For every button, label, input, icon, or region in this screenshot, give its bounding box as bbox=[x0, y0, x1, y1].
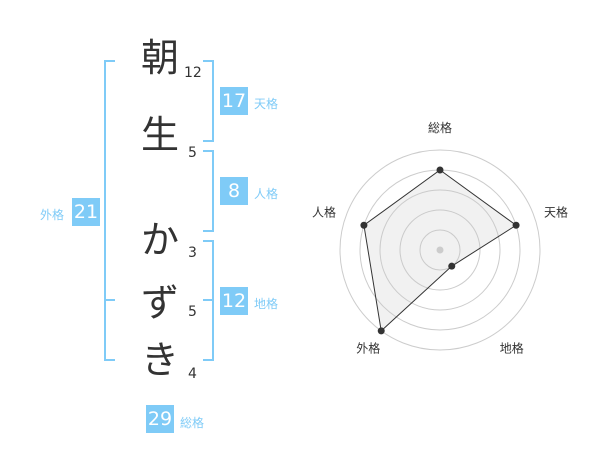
grid-ring bbox=[379, 189, 501, 311]
axis-label: 人格 bbox=[312, 204, 336, 219]
chikaku-value: 12 bbox=[220, 287, 248, 315]
center-dot bbox=[436, 246, 444, 254]
bracket-tick bbox=[203, 299, 213, 301]
name-char: き bbox=[140, 338, 179, 382]
gaikaku-value: 21 bbox=[72, 198, 100, 226]
name-char: ず bbox=[140, 281, 179, 325]
axis-label: 天格 bbox=[544, 204, 568, 219]
grid-ring bbox=[339, 149, 541, 351]
axis-label: 地格 bbox=[500, 341, 524, 356]
data-point bbox=[436, 166, 444, 174]
jinkaku-label: 人格 bbox=[254, 187, 279, 201]
data-point bbox=[360, 221, 368, 229]
jinkaku-bracket bbox=[203, 150, 214, 232]
jinkaku-value: 8 bbox=[220, 177, 248, 205]
name-char: 朝 bbox=[140, 36, 179, 80]
tenkaku-value: 17 bbox=[220, 87, 248, 115]
axis-label: 外格 bbox=[356, 341, 380, 356]
soukaku-value: 29 bbox=[146, 405, 174, 433]
chikaku-bracket bbox=[203, 240, 214, 361]
soukaku-label: 総格 bbox=[180, 416, 205, 430]
data-point bbox=[448, 262, 456, 270]
bracket-tick bbox=[104, 299, 115, 301]
name-char: か bbox=[140, 218, 179, 262]
stroke-count: 5 bbox=[188, 304, 197, 320]
data-point bbox=[512, 221, 520, 229]
axis-label: 総格 bbox=[428, 120, 452, 135]
name-char: 生 bbox=[140, 113, 179, 157]
stroke-count: 5 bbox=[188, 145, 197, 161]
grid-ring bbox=[399, 209, 481, 291]
stroke-count: 4 bbox=[188, 366, 197, 382]
chikaku-label: 地格 bbox=[254, 297, 279, 311]
gaikaku-bracket bbox=[104, 60, 115, 361]
stroke-count: 12 bbox=[184, 65, 202, 81]
tenkaku-bracket bbox=[203, 60, 214, 142]
grid-ring bbox=[419, 229, 461, 271]
data-point bbox=[377, 327, 385, 335]
gaikaku-label: 外格 bbox=[40, 208, 65, 222]
tenkaku-label: 天格 bbox=[254, 97, 279, 111]
stroke-count: 3 bbox=[188, 245, 197, 261]
